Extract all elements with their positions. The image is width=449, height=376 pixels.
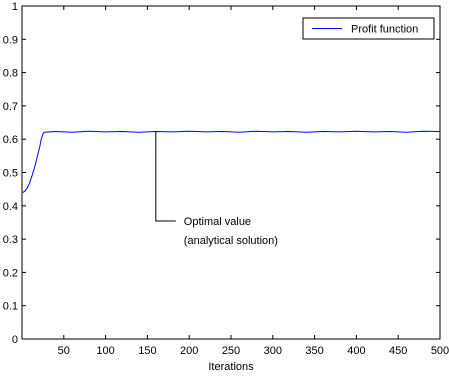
x-tick-label: 350 bbox=[305, 345, 323, 357]
annotation: Optimal value (analytical solution) bbox=[155, 131, 278, 247]
x-tick-label: 450 bbox=[389, 345, 407, 357]
y-tick-label: 0.7 bbox=[3, 101, 18, 113]
y-tick-label: 0.9 bbox=[3, 34, 18, 46]
x-tick-label: 250 bbox=[222, 345, 240, 357]
x-tick-label: 100 bbox=[96, 345, 114, 357]
plot-area bbox=[21, 5, 441, 340]
x-tick-label: 50 bbox=[58, 345, 70, 357]
x-tick-label: 200 bbox=[180, 345, 198, 357]
y-tick-label: 0.2 bbox=[3, 267, 18, 279]
y-axis-ticks: 0 0.1 0.2 0.3 0.4 0.5 0.6 0.7 0.8 0.9 1 bbox=[3, 1, 440, 346]
y-tick-label: 0.8 bbox=[3, 68, 18, 80]
x-tick-label: 500 bbox=[431, 345, 449, 357]
x-axis-label: Iterations bbox=[208, 361, 254, 373]
annotation-text-line-1: Optimal value bbox=[184, 216, 251, 228]
y-tick-label: 0.6 bbox=[3, 134, 18, 146]
x-tick-label: 400 bbox=[347, 345, 365, 357]
x-axis-ticks: 50 100 150 200 250 300 350 400 450 500 bbox=[58, 6, 449, 357]
y-tick-label: 0 bbox=[12, 334, 18, 346]
y-tick-label: 0.1 bbox=[3, 301, 18, 313]
x-tick-label: 300 bbox=[264, 345, 282, 357]
y-tick-label: 0.4 bbox=[3, 201, 18, 213]
annotation-leader-line bbox=[155, 131, 176, 222]
y-tick-label: 1 bbox=[12, 1, 18, 13]
y-tick-label: 0.3 bbox=[3, 234, 18, 246]
annotation-text-line-2: (analytical solution) bbox=[184, 235, 278, 247]
legend-box bbox=[302, 17, 435, 40]
x-tick-label: 150 bbox=[138, 345, 156, 357]
legend: Profit function bbox=[302, 17, 435, 40]
legend-label: Profit function bbox=[351, 24, 418, 36]
y-tick-label: 0.5 bbox=[3, 168, 18, 180]
